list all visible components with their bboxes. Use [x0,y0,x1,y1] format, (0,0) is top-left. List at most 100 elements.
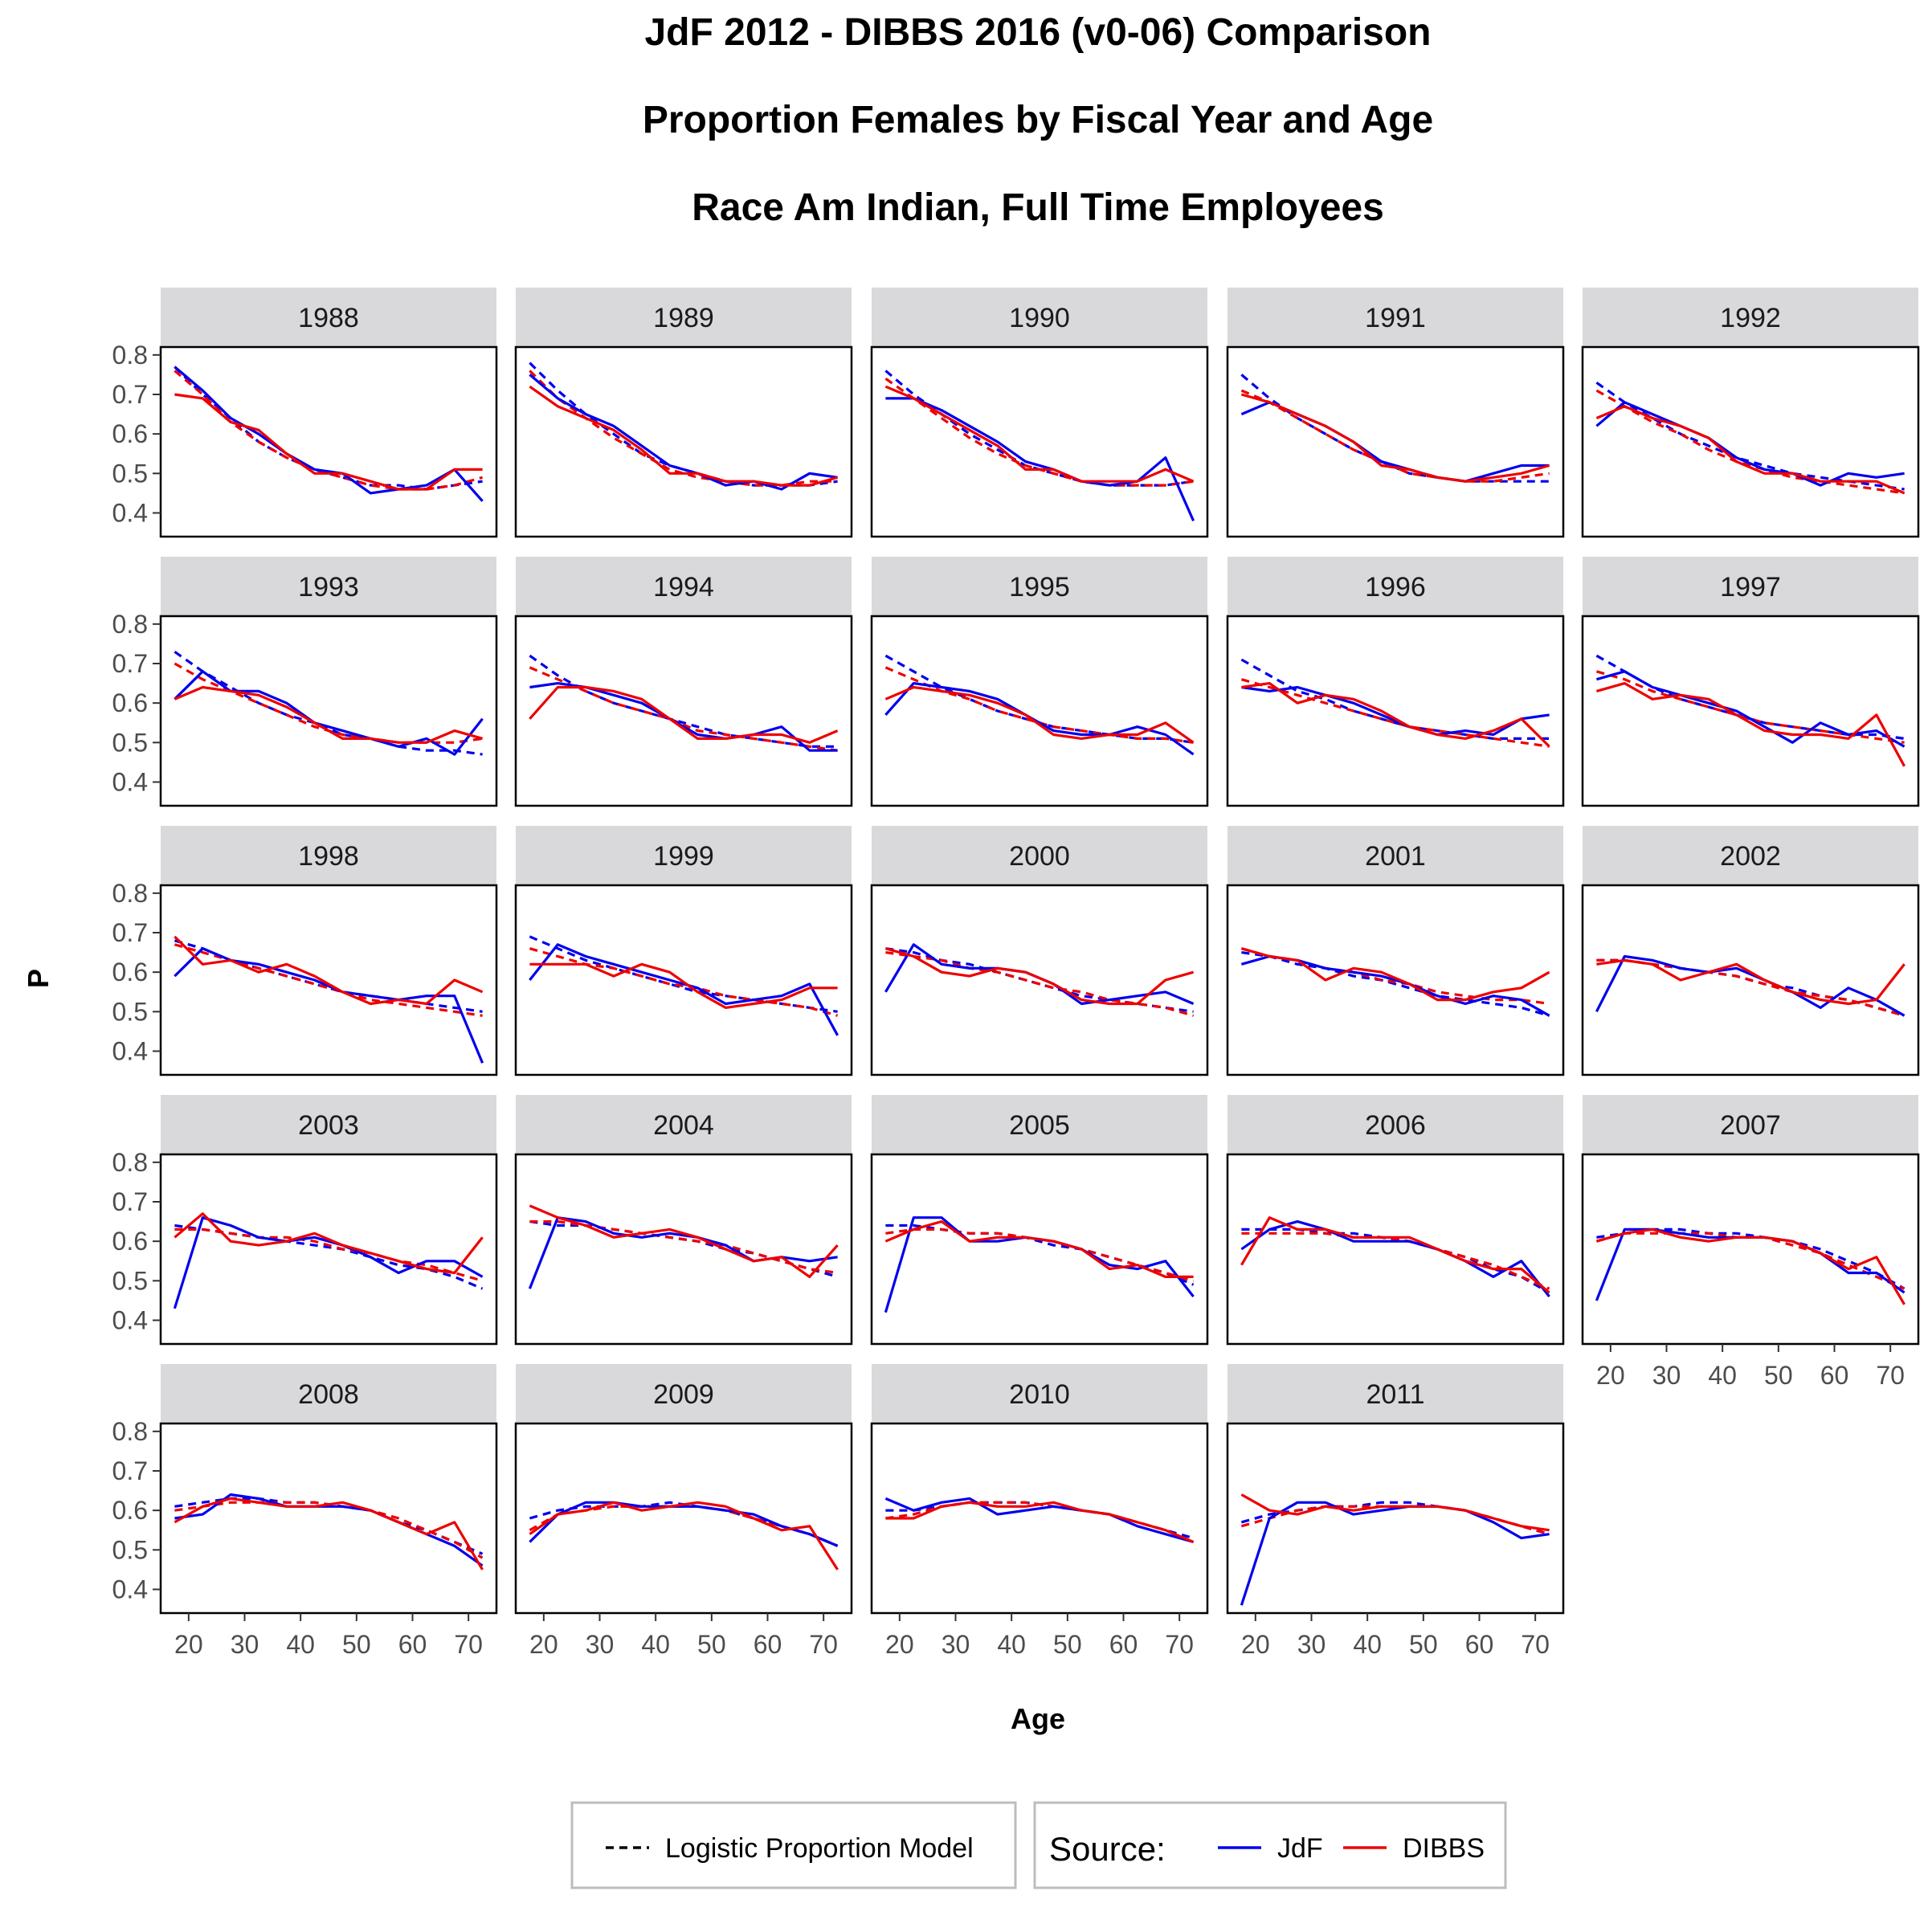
panel-strip-label: 1990 [1009,303,1070,333]
y-tick-label: 0.5 [112,1266,148,1295]
panel-strip-label: 1999 [653,841,714,872]
panel-strip-label: 1992 [1720,303,1781,333]
jdf-line [174,1493,484,1567]
dibbs-line [174,685,484,744]
y-tick-label: 0.6 [112,1227,148,1256]
panel-strip [516,557,852,616]
panel-strip [161,288,496,347]
panel-1990: 1990 [870,288,1209,538]
panel-strip-label: 2003 [298,1110,359,1141]
jdf-line [1240,1501,1550,1606]
x-tick-label: 40 [997,1630,1026,1659]
dibbs-line [1240,1216,1550,1294]
panel-2006: 2006 [1226,1095,1565,1346]
dibbs-line [1595,405,1906,495]
y-tick-label: 0.6 [112,1496,148,1525]
panel-strip [1583,557,1918,616]
panel-2001: 2001 [1226,826,1565,1076]
legend-source-box [1033,1801,1507,1889]
dibbs-line [529,1501,839,1571]
jdf-model-line [174,650,483,756]
panel-strip [872,826,1207,885]
panel-1996: 1996 [1226,557,1565,807]
panel-strip [161,1364,496,1423]
panel-frame [870,345,1209,538]
y-tick-label: 0.7 [112,649,148,678]
panel-strip-label: 2008 [298,1379,359,1410]
x-tick-label: 30 [1652,1361,1681,1390]
panel-strip-label: 1989 [653,303,714,333]
dibbs-line [884,947,1195,1006]
panel-strip-label: 2009 [653,1379,714,1410]
dibbs-line [1240,1493,1550,1532]
panel-frame [159,615,498,807]
panel-2010: 2010 20 30 40 50 60 70 [870,1364,1209,1659]
dibbs-model-line [884,666,1194,744]
panel-strip [1227,288,1563,347]
dibbs-line [1241,681,1550,748]
dibbs-line [529,685,839,744]
x-tick-label: 40 [1353,1630,1382,1659]
y-tick-label: 0.7 [112,1187,148,1216]
panel-strip-label: 1994 [653,572,714,602]
x-tick-label: 60 [754,1630,782,1659]
jdf-model-line [174,939,483,1013]
panel-frame [870,1422,1209,1615]
dibbs-model-line [529,947,839,1017]
panel-frame [1581,615,1920,807]
jdf-line [884,681,1195,756]
panel-2007: 2007 20 30 40 50 60 70 [1581,1095,1920,1390]
panel-strip-label: 1998 [298,841,359,872]
panel-2004: 2004 [514,1095,853,1346]
panel-2002: 2002 [1581,826,1920,1076]
x-tick-label: 40 [286,1630,315,1659]
x-tick-label: 20 [174,1630,203,1659]
panel-frame [870,1153,1209,1346]
x-tick-label: 50 [342,1630,371,1659]
x-tick-label: 60 [398,1630,427,1659]
jdf-line [529,1501,839,1547]
x-tick-label: 30 [586,1630,615,1659]
dibbs-line [529,385,839,487]
dibbs-line [1596,958,1906,1006]
panel-strip [872,288,1207,347]
dibbs-model-line [1240,947,1550,1006]
y-tick-label: 0.7 [112,1456,148,1485]
panel-frame [1581,345,1920,538]
y-tick-label: 0.5 [112,728,148,757]
panel-strip [1227,557,1563,616]
jdf-line [174,947,484,1064]
legend-dibbs-label: DIBBS [1403,1833,1485,1864]
y-axis-title: P [22,969,55,988]
dibbs-model-line [885,951,1195,1017]
chart-title-line-3: Race Am Indian, Full Time Employees [692,186,1384,229]
y-tick-label: 0.5 [112,459,148,488]
x-tick-label: 30 [1297,1630,1326,1659]
x-tick-label: 70 [1521,1630,1550,1659]
dibbs-model-line [174,1227,484,1282]
panel-strip-label: 1993 [298,572,359,602]
panel-2005: 2005 [870,1095,1209,1346]
x-tick-label: 70 [1876,1361,1905,1390]
panel-frame [514,1153,853,1346]
dibbs-line [529,962,838,1010]
dibbs-model-line [1241,1231,1550,1290]
panel-2003: 2003 0.4 0.5 0.6 0.7 0.8 [112,1095,498,1346]
panel-strip [161,557,496,616]
x-tick-label: 60 [1820,1361,1849,1390]
x-tick-label: 70 [454,1630,483,1659]
panel-frame [514,884,853,1076]
dibbs-model-line [529,1219,838,1275]
panel-1992: 1992 [1581,288,1920,538]
jdf-line [885,397,1195,521]
panel-frame [514,615,853,807]
jdf-line [884,1497,1195,1544]
panel-strip [1583,1095,1918,1154]
legend-jdf-label: JdF [1277,1833,1323,1864]
y-tick-label: 0.5 [112,1535,148,1564]
panel-1988: 1988 0.4 0.5 0.6 0.7 0.8 [112,288,498,538]
panel-1999: 1999 [514,826,853,1076]
panel-strip [516,1095,852,1154]
panel-strip [872,557,1207,616]
